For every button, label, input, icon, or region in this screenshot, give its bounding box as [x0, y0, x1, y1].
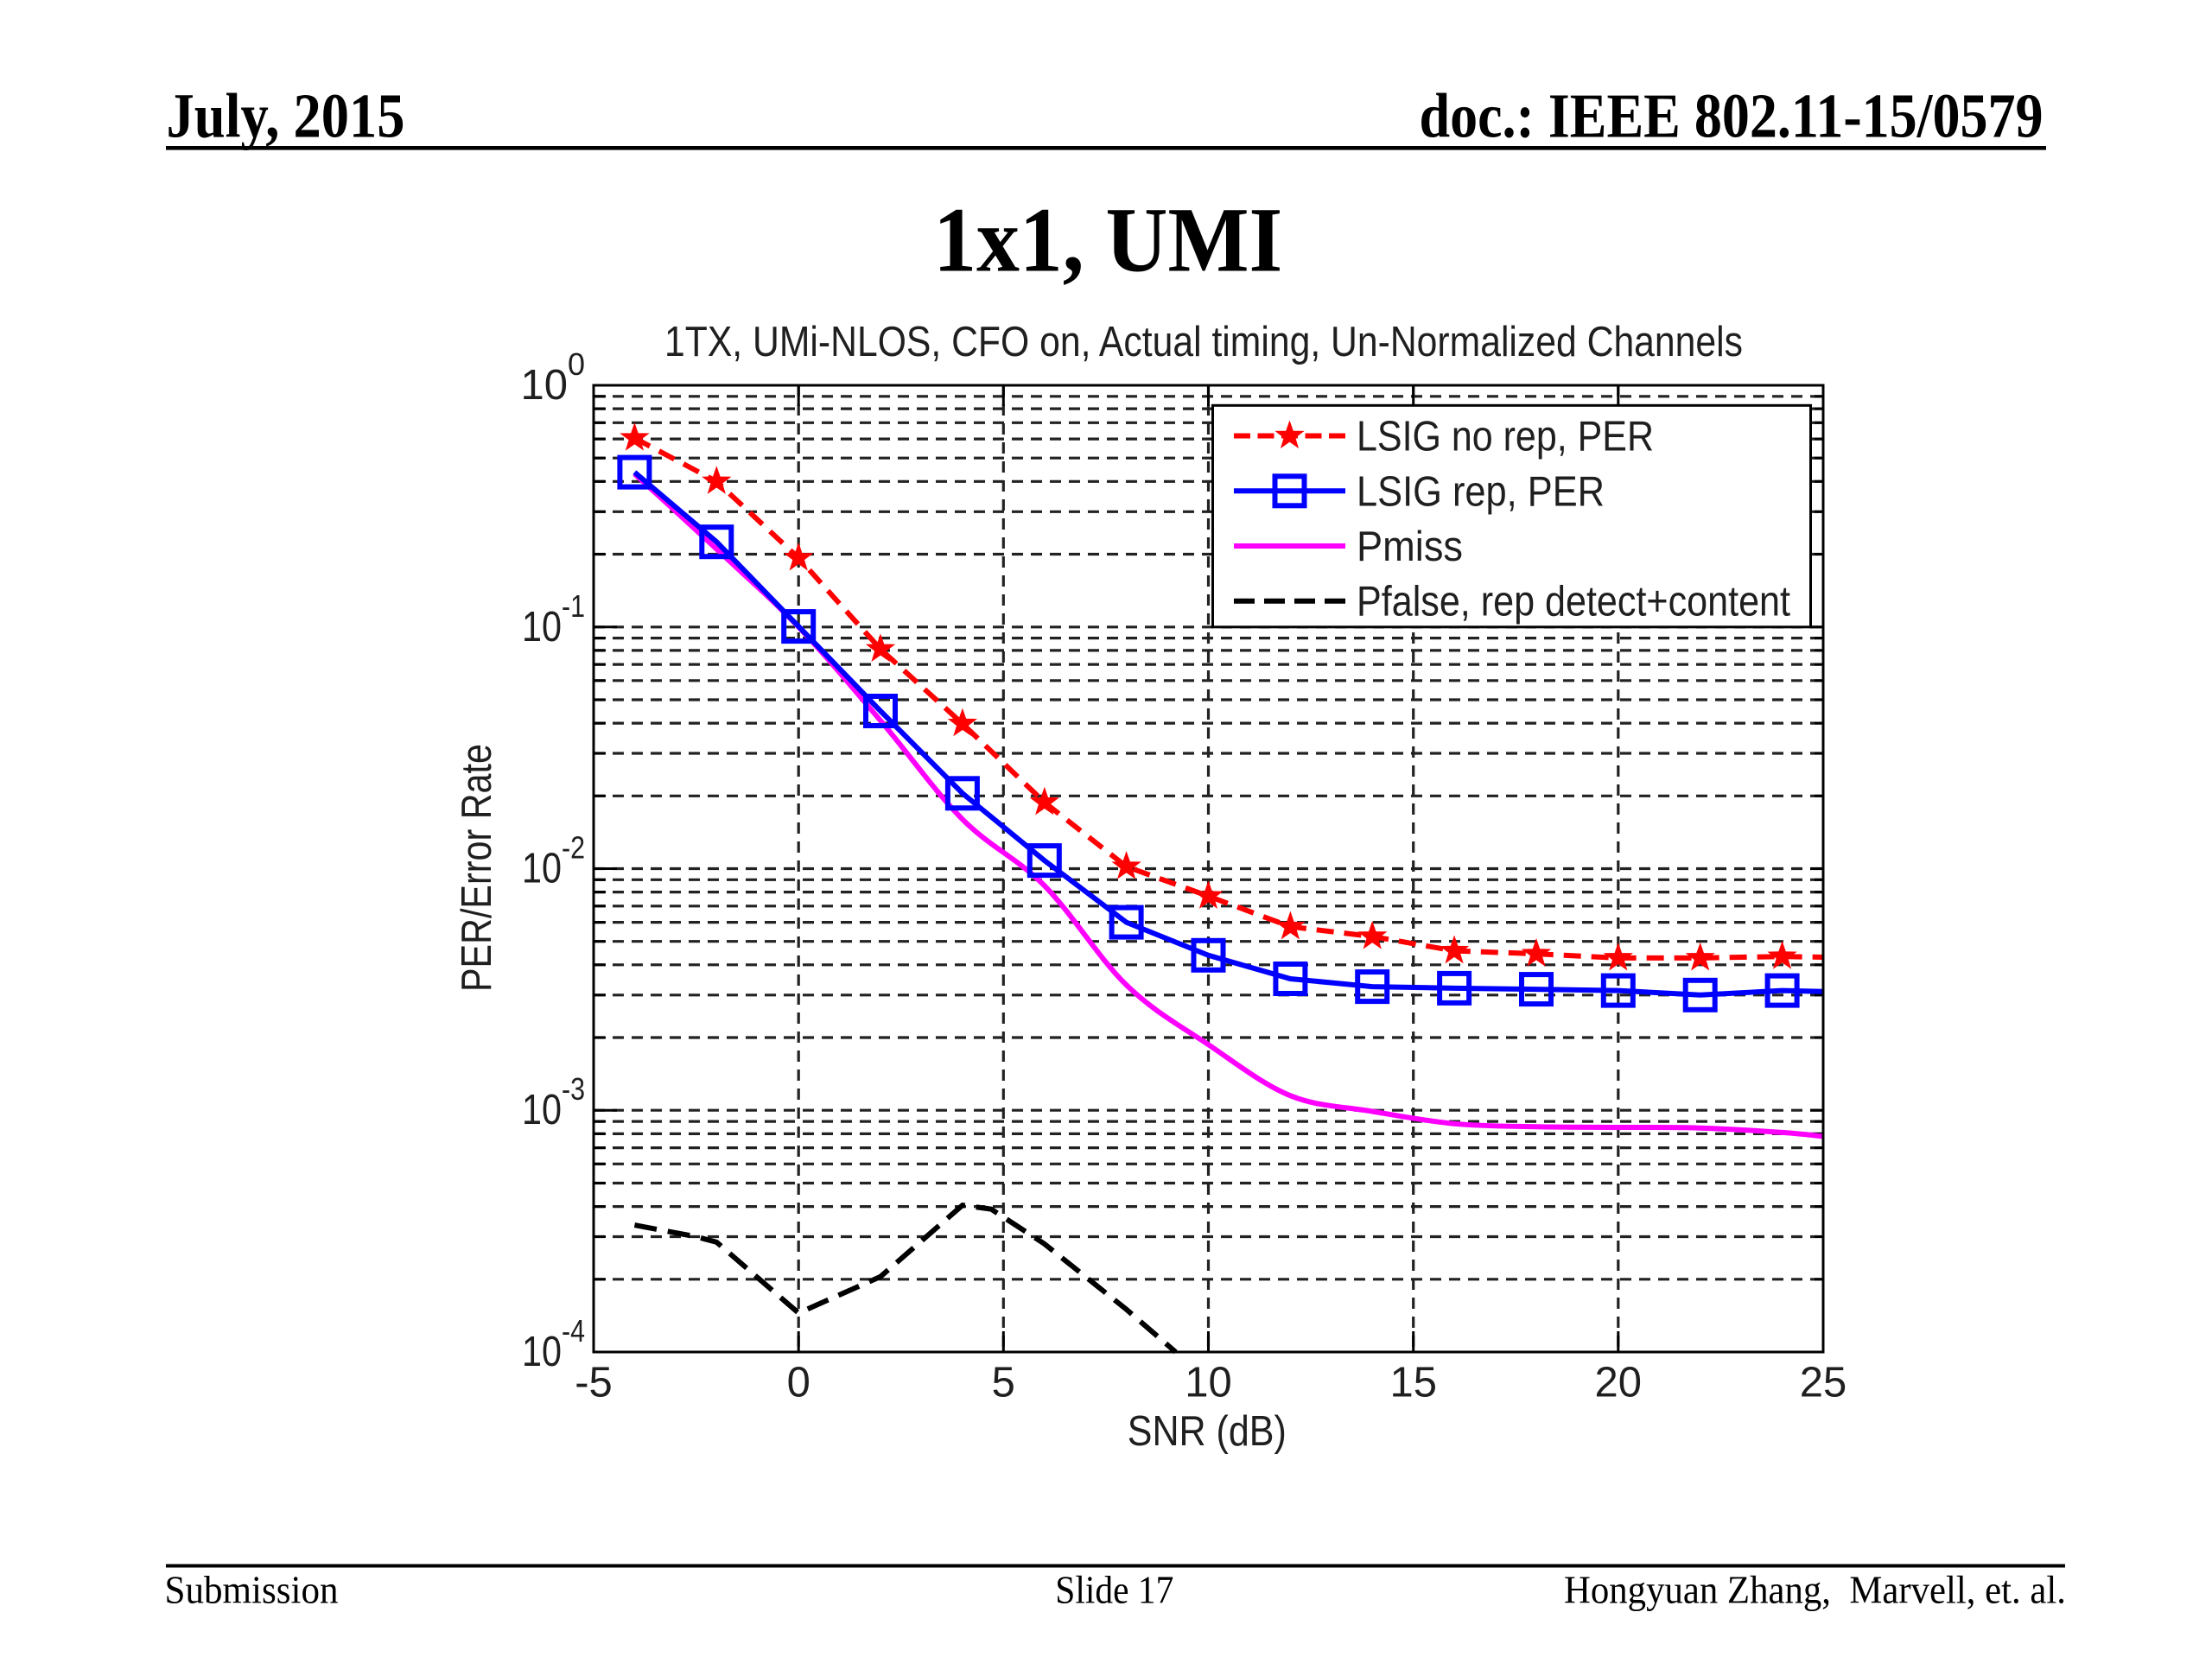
svg-text:1x1, UMI: 1x1, UMI	[933, 190, 1282, 292]
svg-text:1TX, UMi-NLOS, CFO on, Actual: 1TX, UMi-NLOS, CFO on, Actual timing, Un…	[664, 319, 1743, 365]
svg-text:doc.: IEEE 802.11-15/0579: doc.: IEEE 802.11-15/0579	[1420, 81, 2044, 151]
svg-text:100: 100	[520, 346, 585, 409]
svg-text:Slide 17: Slide 17	[1055, 1569, 1173, 1612]
svg-text:Submission: Submission	[165, 1569, 339, 1612]
svg-text:July, 2015: July, 2015	[167, 81, 405, 151]
svg-text:LSIG rep, PER: LSIG rep, PER	[1357, 468, 1605, 515]
svg-text:0: 0	[787, 1360, 810, 1406]
svg-text:LSIG no rep, PER: LSIG no rep, PER	[1357, 414, 1654, 460]
svg-text:5: 5	[992, 1360, 1015, 1406]
svg-text:Pmiss: Pmiss	[1357, 524, 1463, 570]
svg-text:20: 20	[1595, 1360, 1643, 1406]
svg-text:25: 25	[1800, 1360, 1847, 1406]
svg-text:Pfalse, rep detect+content: Pfalse, rep detect+content	[1357, 579, 1790, 625]
svg-text:10: 10	[1185, 1360, 1232, 1406]
svg-text:SNR (dB): SNR (dB)	[1128, 1408, 1287, 1455]
svg-text:-5: -5	[575, 1360, 613, 1406]
svg-text:PER/Error Rate: PER/Error Rate	[454, 744, 500, 992]
svg-text:Hongyuan Zhang, Marvell, et.: Hongyuan Zhang, Marvell, et. al.	[1564, 1569, 2066, 1612]
svg-text:15: 15	[1389, 1360, 1437, 1406]
